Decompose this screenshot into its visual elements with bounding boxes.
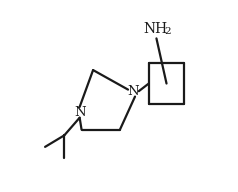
Text: N: N (128, 85, 139, 98)
Text: N: N (74, 106, 85, 119)
Text: 2: 2 (164, 27, 170, 36)
Text: NH: NH (144, 22, 168, 36)
